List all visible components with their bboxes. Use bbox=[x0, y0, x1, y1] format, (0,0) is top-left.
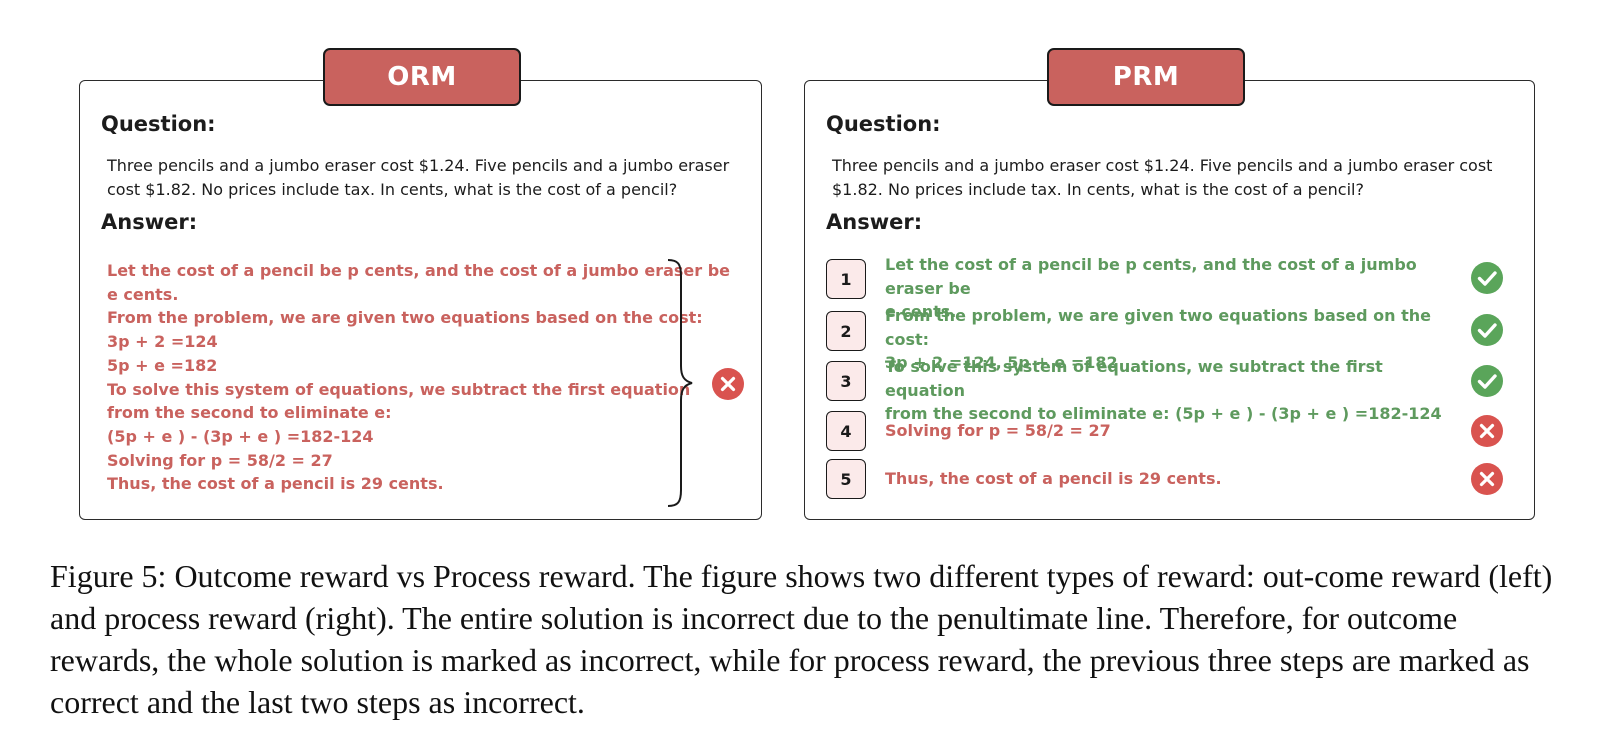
orm-answer-line: 3p + 2 =124 bbox=[107, 332, 218, 352]
step-number-box: 2 bbox=[826, 311, 866, 351]
orm-answer-line: e cents. bbox=[107, 284, 179, 304]
check-icon bbox=[1471, 314, 1503, 346]
orm-answer-line: From the problem, we are given two equat… bbox=[107, 308, 703, 328]
step-number-box: 4 bbox=[826, 411, 866, 451]
orm-answer-line: Let the cost of a pencil be p cents, and… bbox=[107, 261, 731, 280]
prm-panel: PRM Question: Three pencils and a jumbo … bbox=[804, 48, 1535, 520]
figure-caption: Figure 5: Outcome reward vs Process rewa… bbox=[50, 558, 1553, 720]
step-line: Solving for p = 58/2 = 27 bbox=[885, 421, 1111, 440]
right-brace-icon bbox=[667, 259, 693, 507]
step-line: Thus, the cost of a pencil is 29 cents. bbox=[885, 469, 1222, 488]
orm-answer-line: Solving for p = 58/2 = 27 bbox=[107, 450, 333, 470]
orm-answer-line: (5p + e ) - (3p + e ) =182-124 bbox=[107, 426, 374, 446]
check-icon bbox=[1471, 262, 1503, 294]
check-icon bbox=[1471, 365, 1503, 397]
orm-answer-heading: Answer: bbox=[101, 210, 198, 234]
step-line: Let the cost of a pencil be p cents, and… bbox=[885, 255, 1417, 298]
orm-tab-label: ORM bbox=[323, 48, 521, 106]
orm-answer-line: from the second to eliminate e: bbox=[107, 403, 392, 423]
orm-question-heading: Question: bbox=[101, 112, 216, 136]
orm-answer-line: 5p + e =182 bbox=[107, 355, 218, 375]
prm-question-text: Three pencils and a jumbo eraser cost $1… bbox=[832, 156, 1493, 199]
orm-panel: ORM Question: Three pencils and a jumbo … bbox=[79, 48, 762, 520]
step-text: Let the cost of a pencil be p cents, and… bbox=[885, 253, 1445, 324]
step-number-box: 5 bbox=[826, 459, 866, 499]
step-line: from the second to eliminate e: (5p + e … bbox=[885, 404, 1442, 423]
orm-answer-block: Let the cost of a pencil be p cents, and… bbox=[107, 259, 731, 496]
step-line: From the problem, we are given two equat… bbox=[885, 306, 1432, 349]
prm-answer-heading: Answer: bbox=[826, 210, 923, 234]
step-text: Thus, the cost of a pencil is 29 cents. bbox=[885, 467, 1445, 491]
orm-answer-line: To solve this system of equations, we su… bbox=[107, 379, 691, 399]
prm-tab-label: PRM bbox=[1047, 48, 1245, 106]
step-text: To solve this system of equations, we su… bbox=[885, 355, 1445, 426]
orm-answer-line: Thus, the cost of a pencil is 29 cents. bbox=[107, 474, 444, 494]
orm-question-text: Three pencils and a jumbo eraser cost $1… bbox=[107, 156, 730, 199]
step-number-box: 1 bbox=[826, 259, 866, 299]
prm-question-heading: Question: bbox=[826, 112, 941, 136]
cross-icon bbox=[712, 368, 744, 400]
step-line: 3p + 2 =124, 5p + e =182 bbox=[885, 353, 1118, 372]
cross-icon bbox=[1471, 415, 1503, 447]
step-number-box: 3 bbox=[826, 361, 866, 401]
step-line: To solve this system of equations, we su… bbox=[885, 357, 1383, 400]
step-text: From the problem, we are given two equat… bbox=[885, 304, 1445, 375]
step-text: Solving for p = 58/2 = 27 bbox=[885, 419, 1445, 443]
step-line: e cents. bbox=[885, 302, 957, 321]
cross-icon bbox=[1471, 463, 1503, 495]
